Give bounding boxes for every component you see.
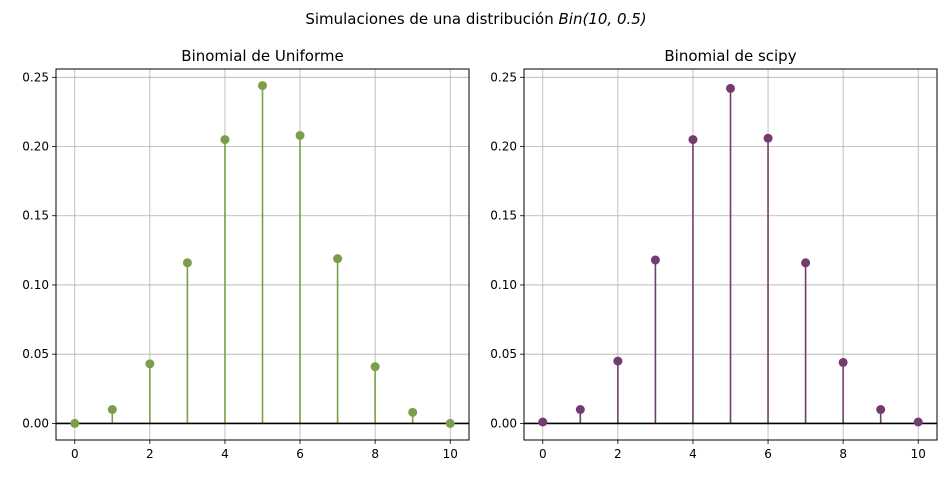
data-point <box>258 81 267 91</box>
figure-title-math: Bin(10, 0.5) <box>558 10 647 28</box>
x-tick-label: 4 <box>689 447 697 461</box>
y-tick-label: 0.05 <box>22 347 49 361</box>
y-tick-label: 0.05 <box>490 347 517 361</box>
x-tick-label: 2 <box>146 447 154 461</box>
y-tick-label: 0.15 <box>22 209 49 223</box>
y-tick-label: 0.00 <box>490 416 517 430</box>
data-point <box>333 254 343 264</box>
data-point <box>182 258 192 268</box>
data-point <box>107 405 117 415</box>
panel-1: 0 2 4 6 8 10 0.00 0.05 0.10 0.15 0.20 0.25 Binomial … <box>22 47 470 461</box>
x-tick-label: 10 <box>911 447 926 461</box>
data-point <box>70 418 80 428</box>
data-point <box>688 135 698 145</box>
data-point <box>538 417 548 427</box>
y-tick-label: 0.15 <box>490 209 517 223</box>
y-tick-label: 0.20 <box>22 140 49 154</box>
y-tick-label: 0.10 <box>22 278 49 292</box>
y-tick-label: 0.20 <box>490 140 517 154</box>
data-point <box>145 359 155 369</box>
data-point <box>220 135 230 145</box>
data-point <box>408 407 418 417</box>
data-point <box>370 362 380 372</box>
x-tick-label: 0 <box>539 447 547 461</box>
panel-title: Binomial de Uniforme <box>181 47 343 65</box>
x-tick-label: 2 <box>614 447 622 461</box>
data-point <box>913 417 923 427</box>
axes-frame <box>523 68 938 441</box>
y-tick-label: 0.25 <box>490 70 517 84</box>
panel-2: 0 2 4 6 8 10 0.00 0.05 0.10 0.15 0.20 0.25 Binomial … <box>490 47 938 461</box>
data-point <box>295 130 305 140</box>
data-point <box>650 255 660 265</box>
data-point <box>763 133 773 143</box>
x-tick-label: 6 <box>296 447 304 461</box>
data-point <box>613 356 623 366</box>
figure-title: Simulaciones de una distribución Bin(10,… <box>0 10 952 28</box>
x-tick-label: 4 <box>221 447 229 461</box>
panel-title: Binomial de scipy <box>664 47 796 65</box>
data-point <box>801 258 811 268</box>
data-point <box>445 418 455 428</box>
x-tick-label: 8 <box>371 447 379 461</box>
x-tick-label: 6 <box>764 447 772 461</box>
y-tick-label: 0.25 <box>22 70 49 84</box>
data-point <box>838 357 848 367</box>
x-tick-label: 10 <box>443 447 458 461</box>
data-point <box>575 405 585 415</box>
x-tick-label: 0 <box>71 447 79 461</box>
x-tick-label: 8 <box>839 447 847 461</box>
axes-frame <box>55 68 470 441</box>
y-tick-label: 0.10 <box>490 278 517 292</box>
y-tick-label: 0.00 <box>22 416 49 430</box>
data-point <box>726 83 735 93</box>
figure-title-text: Simulaciones de una distribución <box>305 10 559 28</box>
data-point <box>876 405 886 415</box>
